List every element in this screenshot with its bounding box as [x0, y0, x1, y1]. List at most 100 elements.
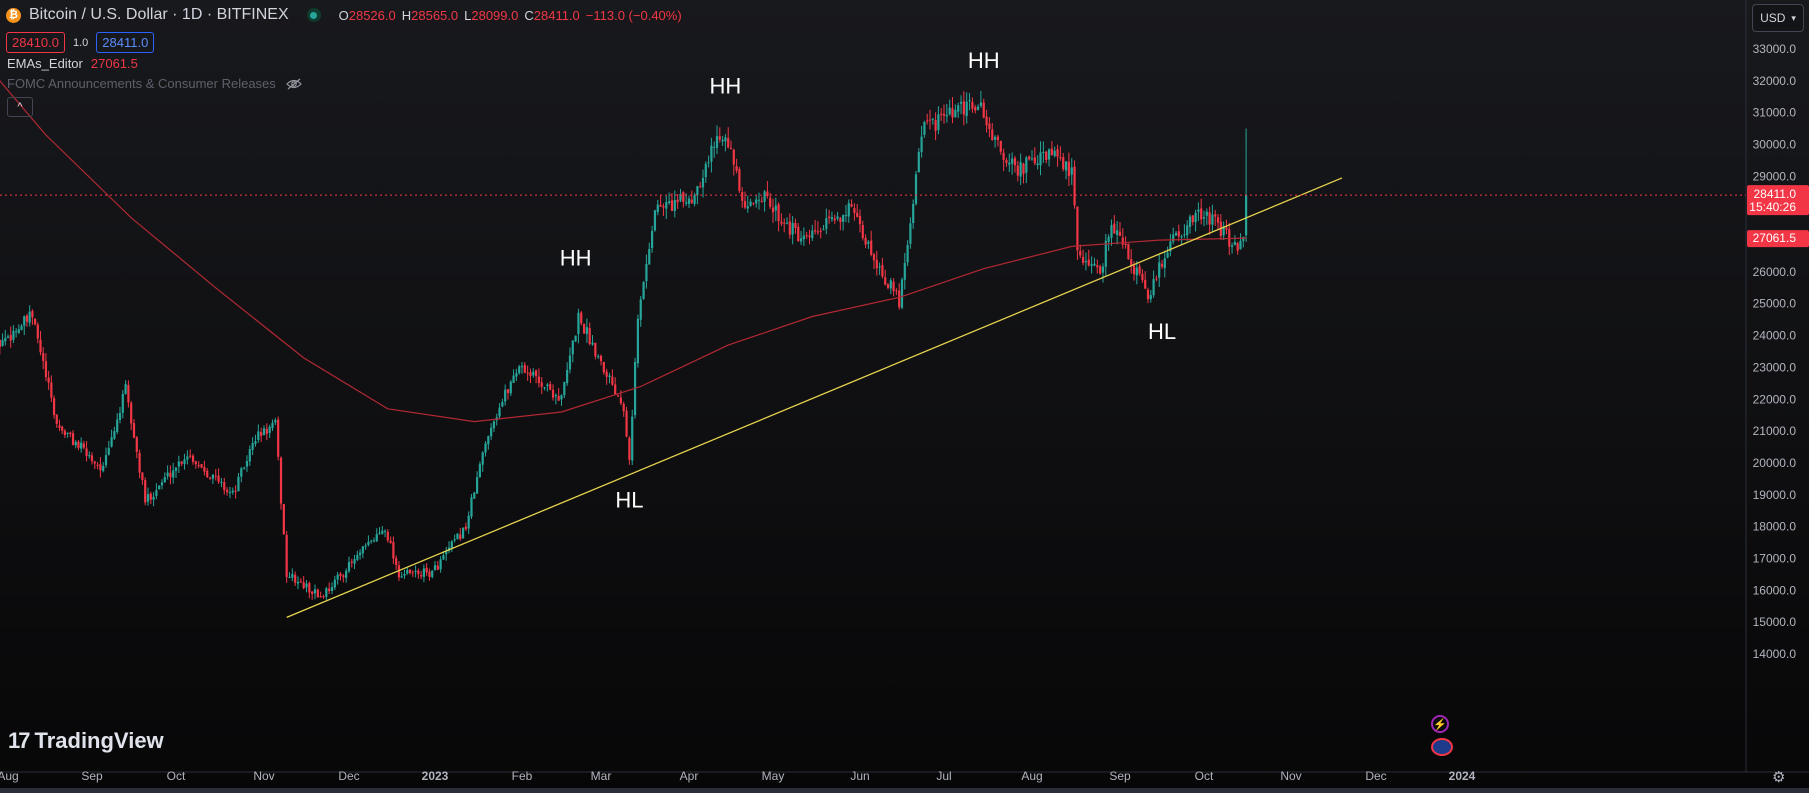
- candle-body: [875, 259, 878, 269]
- price-tick-label: 31000.0: [1753, 106, 1797, 120]
- candle-body: [532, 371, 535, 376]
- bar-countdown-label: 15:40:26: [1749, 200, 1796, 214]
- candle-body: [473, 492, 476, 499]
- candle-body: [1197, 209, 1200, 212]
- candle-body: [1177, 231, 1180, 237]
- candle-body: [23, 316, 26, 326]
- candle-body: [783, 222, 786, 224]
- candle-body: [808, 235, 811, 238]
- pattern-annotation-label[interactable]: HH: [710, 74, 742, 99]
- lightning-event-icon[interactable]: ⚡: [1431, 715, 1449, 733]
- pattern-annotation-label[interactable]: HL: [615, 488, 643, 513]
- tradingview-logo[interactable]: 17 TradingView: [8, 728, 164, 754]
- candle-body: [1225, 227, 1228, 230]
- candle-body: [602, 362, 605, 373]
- candle-body: [189, 455, 192, 457]
- candle-body: [1042, 151, 1045, 153]
- bottom-toolbar-edge: [0, 788, 1809, 793]
- candle-body: [206, 470, 209, 478]
- candle-body: [557, 395, 560, 401]
- candle-body: [228, 492, 232, 494]
- collapse-legend-button[interactable]: ^: [7, 97, 33, 117]
- candle-body: [802, 235, 805, 240]
- candle-body: [1205, 211, 1208, 216]
- pattern-annotation-label[interactable]: HH: [560, 246, 592, 271]
- candle-body: [566, 369, 569, 384]
- candle-body: [392, 542, 395, 559]
- candle-body: [130, 402, 133, 424]
- candle-body: [568, 355, 572, 370]
- indicator-fomc[interactable]: FOMC Announcements & Consumer Releases: [7, 76, 302, 91]
- candle-body: [867, 241, 870, 244]
- candle-body: [959, 102, 963, 104]
- candle-body: [1047, 149, 1051, 160]
- candle-body: [962, 101, 965, 115]
- candle-body: [248, 449, 251, 462]
- candle-body: [302, 582, 305, 589]
- candle-body: [1244, 195, 1248, 236]
- candle-body: [648, 249, 651, 265]
- candle-body: [585, 327, 588, 334]
- close-label: C: [524, 7, 534, 23]
- candle-body: [625, 410, 628, 437]
- trendline[interactable]: [286, 177, 1343, 618]
- candle-body: [580, 312, 583, 324]
- candle-body: [339, 573, 342, 577]
- candle-body: [1096, 265, 1099, 268]
- candle-body: [571, 340, 574, 355]
- currency-selector[interactable]: USD ▾: [1752, 4, 1804, 32]
- candle-body: [294, 574, 297, 583]
- price-tick-label: 24000.0: [1753, 329, 1797, 343]
- pattern-annotation-label[interactable]: HH: [968, 48, 1000, 73]
- us-flag-event-icon[interactable]: [1431, 738, 1453, 756]
- candle-body: [828, 216, 831, 219]
- candle-body: [512, 375, 515, 383]
- candle-body: [713, 146, 716, 148]
- candle-body: [82, 443, 85, 448]
- candle-body: [954, 109, 957, 118]
- candle-body: [656, 204, 659, 212]
- candle-body: [662, 206, 665, 208]
- indicator-ema[interactable]: EMAs_Editor 27061.5: [7, 56, 138, 71]
- candle-body: [152, 496, 155, 500]
- gear-icon[interactable]: ⚙: [1772, 769, 1786, 786]
- candle-body: [110, 437, 113, 447]
- candle-body: [1163, 258, 1166, 269]
- sell-price-button[interactable]: 28410.0: [6, 32, 65, 53]
- candle-body: [417, 570, 420, 575]
- candle-body: [822, 229, 825, 231]
- candle-body: [631, 416, 634, 461]
- market-status-icon[interactable]: [306, 8, 321, 22]
- candle-body: [504, 389, 507, 402]
- candle-body: [1127, 243, 1130, 259]
- buy-price-button[interactable]: 28411.0: [96, 32, 155, 53]
- candle-body: [1124, 243, 1127, 246]
- candle-body: [1200, 208, 1203, 220]
- candle-body: [364, 545, 367, 547]
- time-axis[interactable]: Aug Sep Oct Nov Dec 2023 Feb Mar Apr May Jun Jul Aug…: [0, 769, 1476, 783]
- candle-body: [529, 372, 532, 377]
- candle-body: [1113, 223, 1116, 234]
- candle-body: [313, 589, 317, 594]
- price-tick-label: 19000.0: [1753, 488, 1797, 502]
- candle-body: [1028, 156, 1031, 160]
- pattern-annotation-label[interactable]: HL: [1148, 319, 1176, 344]
- currency-value: USD: [1760, 11, 1786, 25]
- candle-body: [523, 364, 526, 373]
- candle-body: [704, 163, 707, 178]
- symbol-title[interactable]: Bitcoin / U.S. Dollar · 1D · BITFINEX: [29, 6, 289, 23]
- candle-body: [456, 533, 459, 539]
- eye-hidden-icon[interactable]: [285, 78, 302, 90]
- candle-body: [6, 336, 10, 338]
- candle-body: [0, 340, 1, 347]
- candle-body: [881, 265, 884, 277]
- quote-buttons: 28410.0 1.0 28411.0: [6, 32, 155, 53]
- candle-body: [543, 387, 546, 389]
- price-axis[interactable]: 33000.032000.031000.030000.029000.028000…: [1753, 42, 1797, 661]
- candle-body: [481, 452, 484, 465]
- candle-body: [1138, 266, 1141, 274]
- time-tick-label: Jun: [850, 769, 869, 783]
- candle-body: [948, 107, 951, 115]
- candle-body: [853, 208, 856, 213]
